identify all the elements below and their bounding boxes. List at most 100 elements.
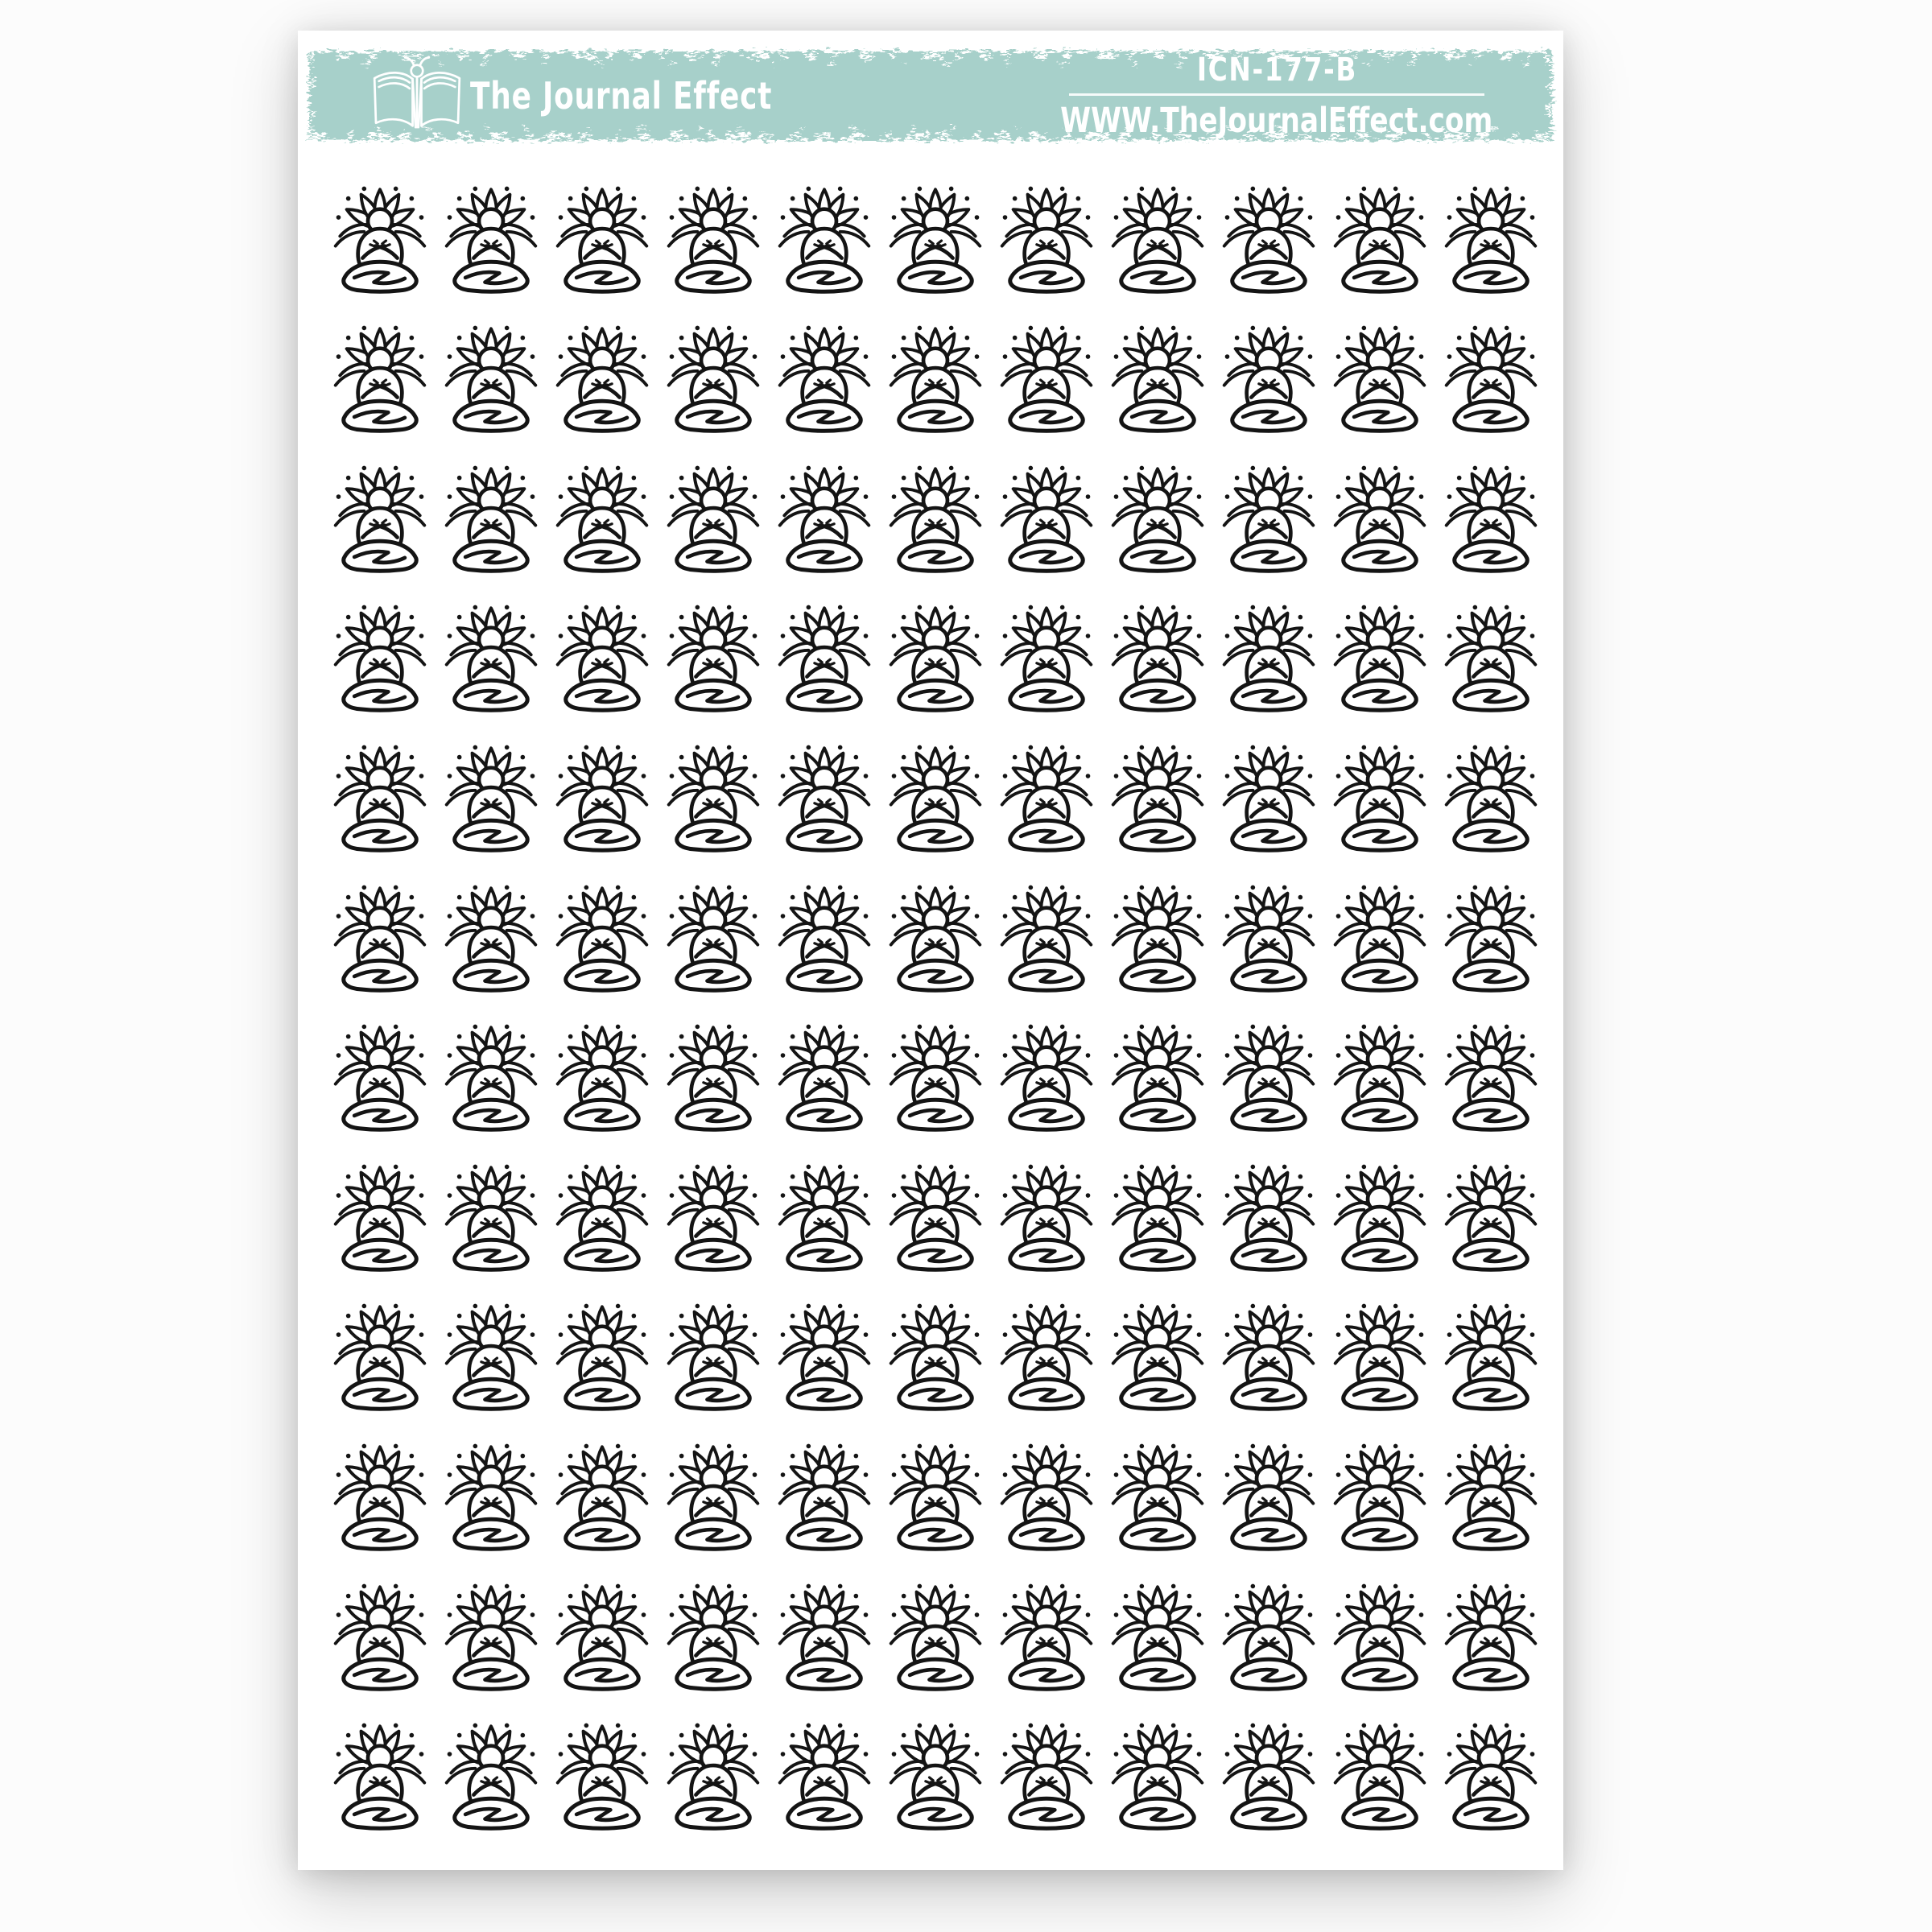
meditation-sticker xyxy=(324,308,436,448)
meditation-lotus-icon xyxy=(333,1024,427,1132)
meditation-lotus-icon xyxy=(1333,465,1426,573)
meditation-lotus-icon xyxy=(778,325,871,433)
meditation-sticker xyxy=(880,308,991,448)
meditation-sticker xyxy=(658,727,769,867)
meditation-lotus-icon xyxy=(555,1303,649,1412)
meditation-sticker xyxy=(769,1286,880,1426)
meditation-lotus-icon xyxy=(778,1443,871,1551)
meditation-sticker xyxy=(1324,1007,1435,1147)
meditation-sticker xyxy=(547,1706,658,1846)
meditation-lotus-icon xyxy=(667,1443,760,1551)
meditation-lotus-icon xyxy=(1111,1723,1204,1831)
meditation-sticker xyxy=(436,1286,547,1426)
meditation-sticker xyxy=(1435,1146,1546,1286)
meditation-lotus-icon xyxy=(1444,1443,1538,1551)
meditation-sticker xyxy=(880,727,991,867)
meditation-sticker xyxy=(769,1007,880,1147)
meditation-sticker xyxy=(1213,867,1324,1007)
meditation-sticker xyxy=(1324,1706,1435,1846)
meditation-lotus-icon xyxy=(1333,325,1426,433)
meditation-sticker xyxy=(436,1566,547,1706)
meditation-lotus-icon xyxy=(555,1443,649,1551)
meditation-sticker xyxy=(1213,1007,1324,1147)
meditation-lotus-icon xyxy=(1000,1303,1093,1412)
meditation-lotus-icon xyxy=(555,1583,649,1691)
meditation-lotus-icon xyxy=(444,1583,538,1691)
meditation-lotus-icon xyxy=(1222,885,1315,993)
meditation-sticker xyxy=(1435,1566,1546,1706)
meditation-lotus-icon xyxy=(1222,1443,1315,1551)
meditation-lotus-icon xyxy=(555,885,649,993)
meditation-sticker xyxy=(991,1007,1102,1147)
sticker-grid xyxy=(324,168,1546,1845)
meditation-sticker xyxy=(1213,168,1324,308)
meditation-lotus-icon xyxy=(1111,1443,1204,1551)
meditation-sticker xyxy=(658,1566,769,1706)
meditation-sticker xyxy=(547,1286,658,1426)
meditation-lotus-icon xyxy=(1000,745,1093,852)
meditation-sticker xyxy=(991,1426,1102,1566)
meditation-lotus-icon xyxy=(1111,885,1204,993)
meditation-sticker xyxy=(436,727,547,867)
meditation-sticker xyxy=(769,867,880,1007)
meditation-lotus-icon xyxy=(444,885,538,993)
meditation-sticker xyxy=(769,588,880,728)
meditation-lotus-icon xyxy=(1111,325,1204,433)
meditation-sticker xyxy=(547,168,658,308)
meditation-sticker xyxy=(436,1146,547,1286)
meditation-sticker xyxy=(324,1286,436,1426)
meditation-lotus-icon xyxy=(1222,465,1315,573)
header-divider xyxy=(1069,93,1484,96)
meditation-lotus-icon xyxy=(1000,605,1093,713)
meditation-sticker xyxy=(1102,1706,1213,1846)
meditation-lotus-icon xyxy=(1222,1164,1315,1272)
meditation-lotus-icon xyxy=(1000,1723,1093,1831)
meditation-lotus-icon xyxy=(1000,465,1093,573)
meditation-lotus-icon xyxy=(1444,1024,1538,1132)
meditation-lotus-icon xyxy=(889,1024,982,1132)
meditation-lotus-icon xyxy=(333,1164,427,1272)
meditation-lotus-icon xyxy=(1111,186,1204,294)
meditation-sticker xyxy=(436,1426,547,1566)
meditation-lotus-icon xyxy=(1222,1024,1315,1132)
meditation-lotus-icon xyxy=(1000,1164,1093,1272)
meditation-lotus-icon xyxy=(889,1723,982,1831)
meditation-sticker xyxy=(1102,1007,1213,1147)
meditation-sticker xyxy=(658,1146,769,1286)
meditation-lotus-icon xyxy=(333,1583,427,1691)
meditation-sticker xyxy=(769,1146,880,1286)
meditation-sticker xyxy=(1435,448,1546,588)
meditation-sticker xyxy=(324,867,436,1007)
meditation-lotus-icon xyxy=(889,325,982,433)
meditation-lotus-icon xyxy=(667,745,760,852)
meditation-lotus-icon xyxy=(1444,465,1538,573)
meditation-lotus-icon xyxy=(778,1723,871,1831)
meditation-lotus-icon xyxy=(444,1723,538,1831)
meditation-lotus-icon xyxy=(444,1164,538,1272)
meditation-sticker xyxy=(769,168,880,308)
meditation-sticker xyxy=(436,588,547,728)
meditation-lotus-icon xyxy=(1222,605,1315,713)
meditation-lotus-icon xyxy=(1333,1164,1426,1272)
meditation-sticker xyxy=(658,1706,769,1846)
meditation-lotus-icon xyxy=(667,1303,760,1412)
open-book-butterfly-icon xyxy=(373,56,461,129)
meditation-sticker xyxy=(991,727,1102,867)
meditation-sticker xyxy=(547,1146,658,1286)
meditation-lotus-icon xyxy=(1000,885,1093,993)
meditation-sticker xyxy=(1324,168,1435,308)
meditation-sticker xyxy=(880,1286,991,1426)
meditation-lotus-icon xyxy=(444,465,538,573)
meditation-lotus-icon xyxy=(1333,745,1426,852)
meditation-sticker xyxy=(547,867,658,1007)
meditation-sticker xyxy=(658,448,769,588)
meditation-sticker xyxy=(547,588,658,728)
meditation-sticker xyxy=(1435,1286,1546,1426)
meditation-lotus-icon xyxy=(1333,1443,1426,1551)
meditation-lotus-icon xyxy=(1444,745,1538,852)
meditation-sticker xyxy=(436,168,547,308)
meditation-sticker xyxy=(436,1706,547,1846)
meditation-lotus-icon xyxy=(333,885,427,993)
meditation-lotus-icon xyxy=(1444,1164,1538,1272)
meditation-lotus-icon xyxy=(1222,1303,1315,1412)
